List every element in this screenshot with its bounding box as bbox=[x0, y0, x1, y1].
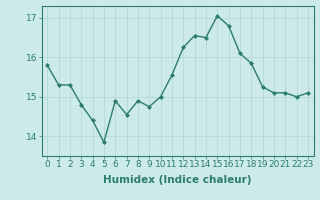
X-axis label: Humidex (Indice chaleur): Humidex (Indice chaleur) bbox=[103, 175, 252, 185]
